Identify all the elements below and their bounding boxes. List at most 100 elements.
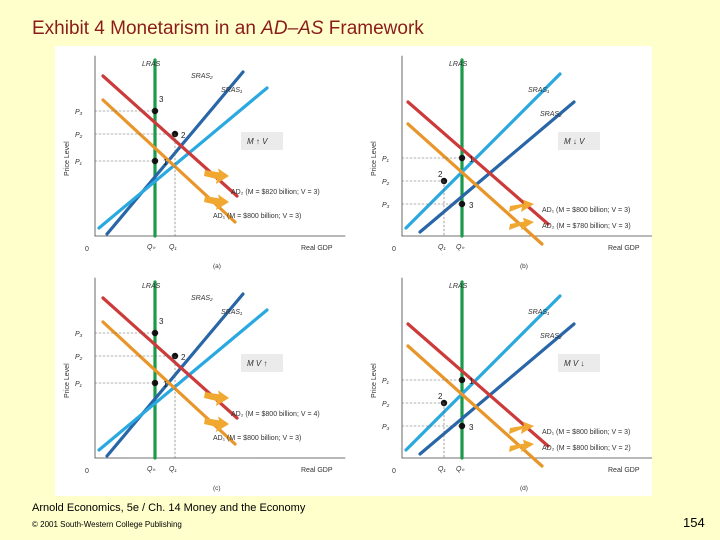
shift-arrow-upper [509,421,534,434]
point-2-label: 2 [438,170,443,179]
sras2-line [418,100,576,234]
price-label-p1: P₁ [75,159,83,166]
sras1-line [404,294,562,452]
point-3-label: 3 [469,423,474,432]
sras-top-label: SRAS₂ [191,295,213,302]
price-label-p2: P₂ [382,401,390,408]
lras-label: LRAS [449,283,468,290]
page-number: 154 [683,515,705,530]
sras-top-label: SRAS₁ [528,87,550,94]
sras-bottom-label: SRAS₁ [221,309,243,316]
sras-bottom-label: SRAS₁ [221,87,243,94]
point-3 [458,200,466,208]
lras-label: LRAS [449,61,468,68]
point-1-label: 1 [469,377,474,386]
policy-box-label: M ↓ V [564,137,585,146]
sras1-line [97,308,269,452]
policy-box-label: M V ↓ [564,359,584,368]
point-3 [458,422,466,430]
price-label-p1: P₁ [382,156,390,163]
shift-arrow-upper [204,168,229,184]
sras2-line [418,322,576,456]
panel-b: 0 Real GDP Price Level (b) LRAS SRAS₁ SRAS₂ 1 2 3… [371,55,652,270]
shift-arrow-upper [509,199,534,212]
policy-box [241,132,283,150]
price-label-p1: P₁ [382,378,390,385]
shift-arrow-lower [509,217,534,230]
point-1 [151,379,159,387]
policy-box-label: M V ↑ [247,359,267,368]
point-3-label: 3 [159,95,164,104]
point-1 [458,154,466,162]
panel-label: (a) [213,263,221,270]
exhibit-figure: 0 Real GDP Price Level (a) LRAS SRAS₂ SRAS₁ 3 2 1… [55,46,652,496]
sras1-line [404,72,562,230]
panel-c: 0 Real GDP Price Level (c) LRAS SRAS₂ SRAS₁ 3 2 1… [64,277,346,492]
price-label-p2: P₂ [75,354,83,361]
shift-arrow-lower [509,439,534,452]
footer-source: Arnold Economics, 5e / Ch. 14 Money and … [32,502,306,514]
ad-upper-label: AD₁ (M = $800 billion; V = 3) [542,207,630,214]
title-prefix: Exhibit 4 Monetarism in an [32,18,262,39]
sras2-line [105,292,245,458]
shift-arrow-lower [204,194,229,210]
q-label-q1: Q₁ [438,466,446,473]
point-3 [151,329,159,337]
point-3-label: 3 [469,201,474,210]
sras-top-label: SRAS₁ [528,309,550,316]
x-axis-label: Real GDP [301,467,333,474]
ad-as-diagram: 0 Real GDP Price Level (a) LRAS SRAS₂ SRAS₁ 3 2 1… [64,55,652,492]
y-axis-label: Price Level [371,363,378,398]
price-label-p1: P₁ [75,381,83,388]
policy-box [241,354,283,372]
sras-bottom-label: SRAS₂ [540,333,562,340]
sras-top-label: SRAS₂ [191,73,213,80]
ad-lower-label: AD₁ (M = $800 billion; V = 3) [213,435,301,442]
point-1-label: 1 [469,155,474,164]
title-italic: AD–AS [261,18,324,39]
q-label-qn: Qₙ [147,244,155,251]
point-3 [151,107,159,115]
x-axis-label: Real GDP [608,467,640,474]
q-label-q1: Q₁ [169,244,177,251]
ad-lower-label: AD₂ (M = $780 billion; V = 3) [542,223,631,230]
point-3-label: 3 [159,317,164,326]
point-1 [458,376,466,384]
price-label-p3: P₃ [75,331,83,338]
x-axis-label: Real GDP [608,245,640,252]
ad-lower-label: AD₁ (M = $800 billion; V = 3) [213,213,301,220]
panel-label: (c) [213,485,221,492]
ad-lower-label: AD₂ (M = $800 billion; V = 2) [542,445,631,452]
footer-copyright: © 2001 South-Western College Publishing [32,520,182,529]
point-1-label: 1 [163,380,168,389]
price-label-p3: P₃ [75,109,83,116]
point-2-label: 2 [438,392,443,401]
title-suffix: Framework [323,18,424,39]
price-label-p2: P₂ [75,132,83,139]
x-axis-label: Real GDP [301,245,333,252]
shift-arrow-lower [204,416,229,432]
origin-label: 0 [85,468,89,475]
y-axis-label: Price Level [371,141,378,176]
origin-label: 0 [85,246,89,253]
q-label-qn: Qₙ [456,466,464,473]
origin-label: 0 [392,468,396,475]
point-1-label: 1 [163,158,168,167]
point-2-label: 2 [181,353,186,362]
ad-upper-label: AD₁ (M = $800 billion; V = 3) [542,429,630,436]
sras1-line [97,86,269,230]
price-label-p3: P₃ [382,424,390,431]
price-label-p2: P₂ [382,179,390,186]
sras2-line [105,70,245,236]
origin-label: 0 [392,246,396,253]
q-label-qn: Qₙ [147,466,155,473]
shift-arrow-upper [204,390,229,406]
q-label-qn: Qₙ [456,244,464,251]
y-axis-label: Price Level [64,363,71,398]
ad-upper-label: AD₂ (M = $800 billion; V = 4) [231,411,320,418]
q-label-q1: Q₁ [169,466,177,473]
price-label-p3: P₃ [382,202,390,209]
sras-bottom-label: SRAS₂ [540,111,562,118]
panel-d: 0 Real GDP Price Level (d) LRAS SRAS₁ SRAS₂ 1 2 3… [371,277,652,492]
point-1 [151,157,159,165]
